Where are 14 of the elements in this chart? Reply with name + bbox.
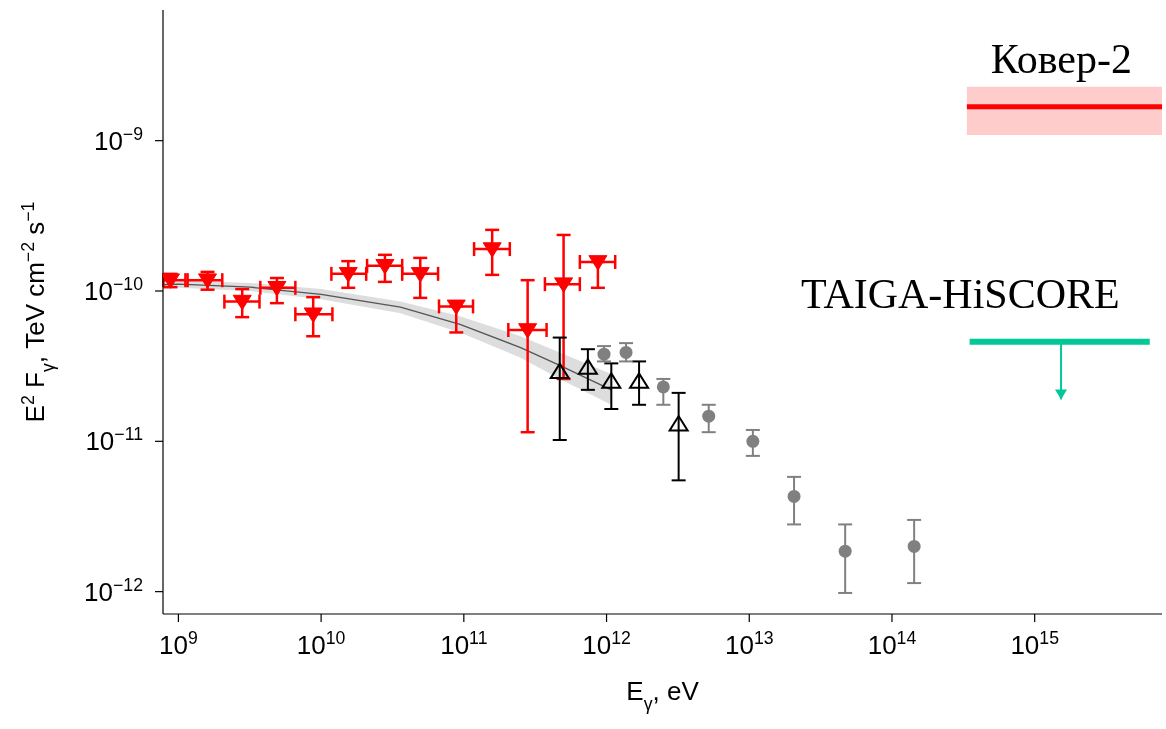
y-tick-label: 10$^{−9}$ <box>93 123 143 156</box>
series-label: Ковер-2 <box>990 35 1132 82</box>
x-tick-label: 10$^{11}$ <box>440 628 488 660</box>
y-tick-label: 10$^{−11}$ <box>85 424 143 457</box>
x-tick-label: 10$^{13}$ <box>724 628 774 660</box>
x-tick-label: 10$^{10}$ <box>296 628 346 660</box>
x-tick-label: 10$^{14}$ <box>867 628 917 660</box>
y-tick-label: 10$^{−10}$ <box>84 273 144 306</box>
series-label: TAIGA-HiSCORE <box>801 270 1120 317</box>
x-axis-title: E$_{γ}$, eV <box>626 676 700 714</box>
x-tick-label: 10$^{15}$ <box>1010 628 1060 660</box>
x-tick-label: 10$^{12}$ <box>582 628 631 660</box>
y-tick-label: 10$^{−12}$ <box>84 574 143 607</box>
x-tick-label: 10$^{9}$ <box>159 628 198 660</box>
